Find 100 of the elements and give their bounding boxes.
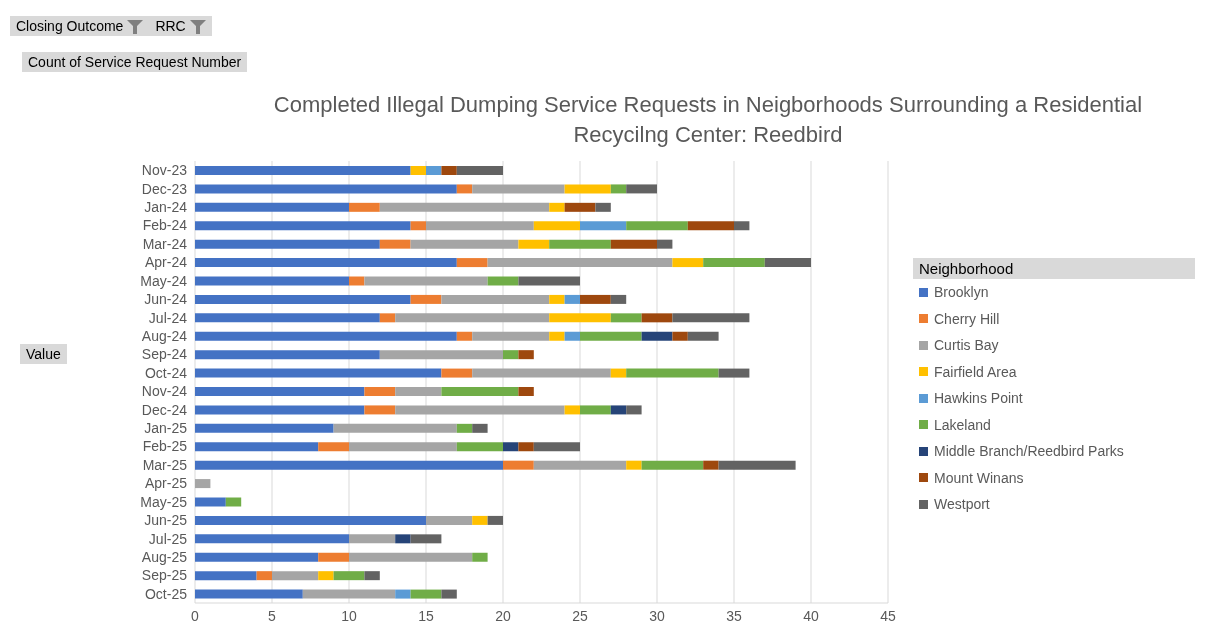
y-tick-label: May-24 xyxy=(140,272,188,289)
bar xyxy=(195,202,349,212)
legend-label: Lakeland xyxy=(933,415,992,435)
bar xyxy=(195,350,380,360)
legend-label: Cherry Hill xyxy=(933,309,1001,329)
bar xyxy=(333,571,365,581)
bar xyxy=(533,460,627,470)
bar xyxy=(195,331,457,341)
y-tick-label: Dec-23 xyxy=(141,180,188,197)
bar xyxy=(441,368,473,378)
bar xyxy=(472,515,488,525)
bar xyxy=(195,460,503,470)
bar xyxy=(379,202,550,212)
bar xyxy=(718,368,750,378)
bar xyxy=(364,387,396,396)
bar xyxy=(379,313,396,323)
bar xyxy=(687,221,734,231)
bar xyxy=(472,184,565,194)
bar xyxy=(410,239,519,249)
bar xyxy=(533,442,580,452)
bar xyxy=(518,350,534,360)
bar xyxy=(379,350,503,360)
y-tick-label: Nov-23 xyxy=(141,162,188,179)
bar xyxy=(641,313,673,323)
bar xyxy=(533,221,580,231)
bar xyxy=(472,331,550,341)
bar xyxy=(503,350,519,360)
bar xyxy=(410,589,442,599)
bar xyxy=(195,276,349,286)
bar xyxy=(564,202,596,212)
bar xyxy=(441,294,550,304)
bar xyxy=(472,368,611,378)
bar xyxy=(703,258,765,268)
y-tick-label: May-25 xyxy=(140,493,188,510)
bar xyxy=(395,313,550,323)
bar xyxy=(195,405,365,415)
bar xyxy=(349,552,473,562)
y-tick-label: Oct-25 xyxy=(144,585,188,602)
bar xyxy=(272,571,319,581)
bar xyxy=(734,221,750,231)
y-tick-label: Dec-24 xyxy=(141,401,188,418)
bar xyxy=(580,331,642,341)
bar xyxy=(487,276,519,286)
bar xyxy=(349,202,380,212)
y-tick-label: Jan-24 xyxy=(144,199,188,216)
bar xyxy=(395,589,411,599)
bar xyxy=(195,589,303,599)
bar xyxy=(195,534,349,544)
bar xyxy=(195,368,442,378)
bar xyxy=(641,331,673,341)
y-tick-label: Aug-24 xyxy=(141,327,188,344)
bar xyxy=(518,276,580,286)
bar xyxy=(503,442,519,452)
bar xyxy=(349,534,396,544)
bar xyxy=(595,202,611,212)
bar xyxy=(195,442,319,452)
x-tick-label: 35 xyxy=(726,607,742,624)
bar xyxy=(349,276,365,286)
x-tick-label: 20 xyxy=(495,607,511,624)
bar xyxy=(426,515,473,525)
bar xyxy=(195,423,334,433)
bar xyxy=(195,313,380,323)
bar xyxy=(333,423,457,433)
bar xyxy=(503,460,534,470)
legend-title: Neighborhood xyxy=(913,258,1195,279)
bar xyxy=(195,294,411,304)
text: Count of Service Request Number xyxy=(22,52,248,72)
bar xyxy=(672,313,750,323)
bar xyxy=(195,515,426,525)
bar xyxy=(610,313,642,323)
bar xyxy=(487,515,503,525)
bar xyxy=(364,276,488,286)
bar xyxy=(610,239,657,249)
y-tick-label: Sep-25 xyxy=(141,567,188,584)
bar xyxy=(564,405,580,415)
bar xyxy=(703,460,719,470)
bar xyxy=(195,239,380,249)
bar xyxy=(318,571,334,581)
bar xyxy=(764,258,811,268)
bar xyxy=(487,258,673,268)
bar xyxy=(456,423,473,433)
bar xyxy=(318,552,349,562)
bar xyxy=(195,258,457,268)
bar xyxy=(364,571,380,581)
legend-label: Middle Branch/Reedbird Parks xyxy=(933,442,1125,462)
bar xyxy=(687,331,719,341)
bar xyxy=(456,166,503,175)
bar xyxy=(549,239,611,249)
bar xyxy=(195,571,257,581)
x-tick-label: 45 xyxy=(880,607,896,624)
y-tick-label: Sep-24 xyxy=(141,346,188,363)
y-tick-label: Jun-25 xyxy=(144,512,188,529)
legend-label: Westport xyxy=(933,495,991,515)
y-tick-label: Oct-24 xyxy=(144,364,188,381)
bar xyxy=(580,405,611,415)
bar xyxy=(580,294,611,304)
legend-label: Curtis Bay xyxy=(933,336,1000,356)
text: RRC xyxy=(149,16,212,37)
bar xyxy=(626,368,719,378)
bar xyxy=(672,331,688,341)
